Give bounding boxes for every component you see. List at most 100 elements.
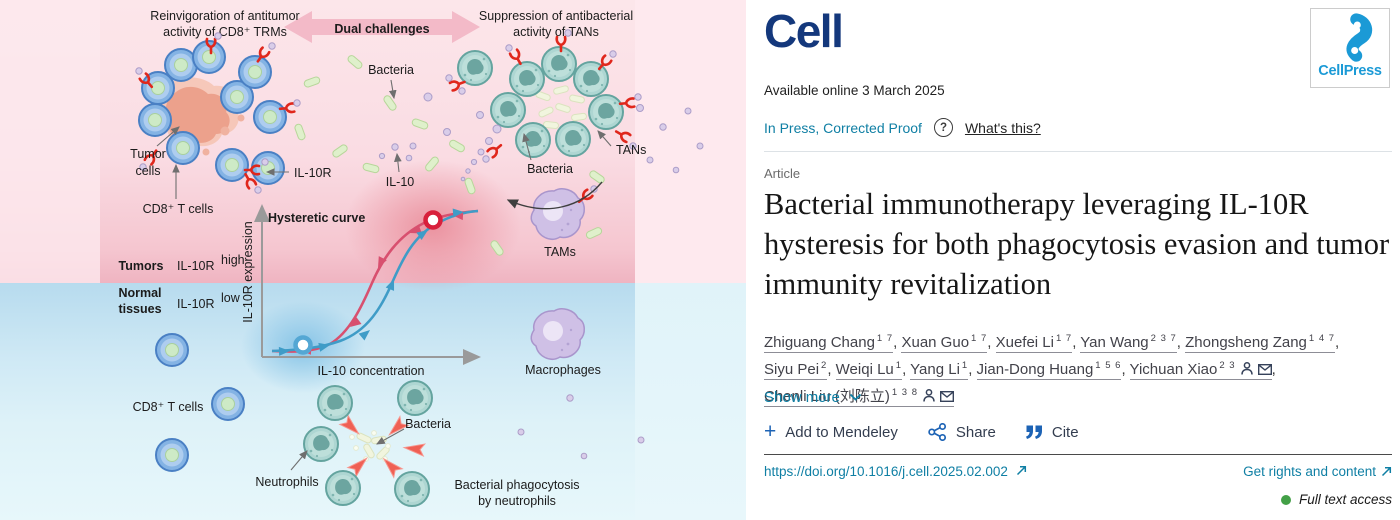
full-text-access-label: Full text access: [1298, 492, 1392, 507]
macrophage-cell: [530, 308, 586, 360]
banner-label: Dual challenges: [334, 22, 429, 36]
author-separator: ,: [987, 334, 996, 351]
x-axis-label: IL-10 concentration: [317, 364, 424, 378]
high-state-marker: [423, 210, 443, 230]
article-actions: + Add to Mendeley Share Cite: [764, 420, 1079, 443]
cell-journal-logo[interactable]: Cell: [764, 5, 844, 57]
article-type-label: Article: [764, 166, 801, 181]
tumor-cells-label-line1: Tumor: [130, 147, 166, 161]
doi-row: https://doi.org/10.1016/j.cell.2025.02.0…: [764, 464, 1027, 479]
author-link[interactable]: Xuefei Li 1 7: [995, 333, 1073, 353]
right-caption-line1: Suppression of antibacterial: [479, 9, 633, 23]
show-more-label: Show more: [764, 389, 840, 406]
cellpress-mark-icon: [1346, 13, 1373, 62]
cite-quotes-icon: [1025, 425, 1042, 439]
share-button[interactable]: Share: [928, 423, 996, 441]
hysteresis-plot: Hysteretic curve IL-10R expression IL-10…: [241, 204, 481, 378]
tumors-label: Tumors: [119, 259, 164, 273]
background-margin: [635, 0, 746, 283]
il10-label: IL-10: [386, 175, 415, 189]
author-separator: ,: [1271, 361, 1276, 378]
article-header-panel: Cell CellPress Available online 3 March …: [746, 0, 1400, 520]
tans-label: TANs: [616, 143, 646, 157]
left-caption-line1: Reinvigoration of antitumor: [150, 9, 299, 23]
il10r-high-sup: high: [221, 253, 245, 267]
envelope-icon: [940, 390, 955, 403]
author-separator: ,: [1121, 361, 1130, 378]
bacteria-tan-label: Bacteria: [527, 162, 573, 176]
author-link[interactable]: Jian-Dong Huang 1 5 6: [976, 360, 1122, 380]
author-link[interactable]: Siyu Pei 2: [764, 360, 828, 380]
graphical-abstract-panel: Dual challenges Reinvigoration of antitu…: [0, 0, 746, 520]
phagocytosis-label-line1: Bacterial phagocytosis: [454, 478, 579, 492]
author-link[interactable]: Xuan Guo 1 7: [901, 333, 988, 353]
author-link[interactable]: Yang Li 1: [910, 360, 969, 380]
open-access-dot-icon: [1280, 494, 1291, 505]
il10r-label: IL-10R: [294, 166, 332, 180]
cellpress-logo[interactable]: CellPress: [1310, 8, 1390, 88]
add-to-mendeley-label: Add to Mendeley: [785, 423, 898, 441]
author-list: Zhiguang Chang 1 7, Xuan Guo 1 7, Xuefei L…: [764, 327, 1398, 408]
in-press-link[interactable]: In Press, Corrected Proof: [764, 119, 922, 136]
phagocytosis-label-line2: by neutrophils: [478, 494, 556, 508]
article-title: Bacterial immunotherapy leveraging IL-10…: [764, 187, 1390, 301]
person-icon: [1240, 362, 1253, 375]
cellpress-wordmark: CellPress: [1318, 63, 1382, 79]
whats-this-link[interactable]: What's this?: [964, 119, 1041, 136]
show-more-button[interactable]: Show more: [764, 389, 862, 406]
share-label: Share: [955, 423, 996, 441]
external-link-icon: [1381, 466, 1392, 477]
author-link[interactable]: Yichuan Xiao 2 3: [1129, 360, 1272, 380]
author-separator: ,: [968, 361, 977, 378]
person-icon: [923, 389, 935, 402]
tams-label: TAMs: [544, 245, 576, 259]
actions-divider: [764, 454, 1392, 455]
author-link[interactable]: Yan Wang 2 3 7: [1080, 333, 1177, 353]
background-margin: [0, 0, 100, 283]
il10r-low-sup: low: [221, 291, 241, 305]
author-link[interactable]: Zhiguang Chang 1 7: [764, 333, 894, 353]
cite-button[interactable]: Cite: [1025, 423, 1079, 441]
rights-row: Get rights and content: [1243, 464, 1392, 479]
normal-label-line1: Normal: [118, 286, 161, 300]
chevron-down-icon: [849, 393, 862, 401]
il10r-low-label: IL-10R: [177, 297, 215, 311]
doi-link[interactable]: https://doi.org/10.1016/j.cell.2025.02.0…: [764, 464, 1008, 479]
y-axis-label: IL-10R expression: [241, 221, 255, 322]
low-state-marker: [293, 335, 313, 355]
cd8-top-label: CD8⁺ T cells: [143, 202, 214, 216]
help-icon[interactable]: ?: [933, 118, 953, 137]
top-captions: Reinvigoration of antitumor activity of …: [150, 9, 633, 39]
dual-challenges-banner: Dual challenges: [284, 11, 480, 43]
external-link-icon: [1016, 465, 1026, 476]
author-separator: ,: [1335, 334, 1340, 351]
cd8-bottom-label: CD8⁺ T cells: [133, 400, 204, 414]
normal-zone-background: [0, 283, 746, 520]
graphical-abstract: Dual challenges Reinvigoration of antitu…: [118, 9, 704, 508]
tan-cell-cluster: [457, 46, 624, 158]
author-link[interactable]: Chenli Liu (刘陈立) 1 3 8: [764, 387, 955, 407]
author-separator: ,: [827, 361, 836, 378]
background-margin: [635, 283, 746, 520]
cite-label: Cite: [1051, 423, 1079, 441]
in-press-row: In Press, Corrected Proof ? What's this?: [764, 118, 1041, 137]
author-separator: ,: [1176, 334, 1186, 351]
author-link[interactable]: Zhongsheng Zang 1 4 7: [1185, 333, 1336, 353]
author-link[interactable]: Weiqi Lu 1: [835, 360, 903, 380]
add-to-mendeley-button[interactable]: + Add to Mendeley: [764, 420, 898, 443]
get-rights-link[interactable]: Get rights and content: [1243, 464, 1376, 479]
zone-legend: Tumors IL-10R high Normal tissues IL-10R…: [118, 253, 244, 316]
figure-labels: Bacteria Tumor cells CD8⁺ T cells IL-10R…: [130, 63, 646, 508]
left-caption-line2: activity of CD8⁺ TRMs: [163, 25, 287, 39]
tam-macrophage: [506, 181, 603, 240]
header-divider: [764, 151, 1392, 152]
tumor-cells-label-line2: cells: [135, 164, 160, 178]
plus-icon: +: [764, 420, 777, 443]
bacteria-top-label: Bacteria: [368, 63, 414, 77]
normal-label-line2: tissues: [118, 302, 161, 316]
right-caption-line2: activity of TANs: [513, 25, 599, 39]
author-separator: ,: [893, 334, 902, 351]
il10-molecules: [378, 87, 704, 460]
author-separator: ,: [902, 361, 911, 378]
